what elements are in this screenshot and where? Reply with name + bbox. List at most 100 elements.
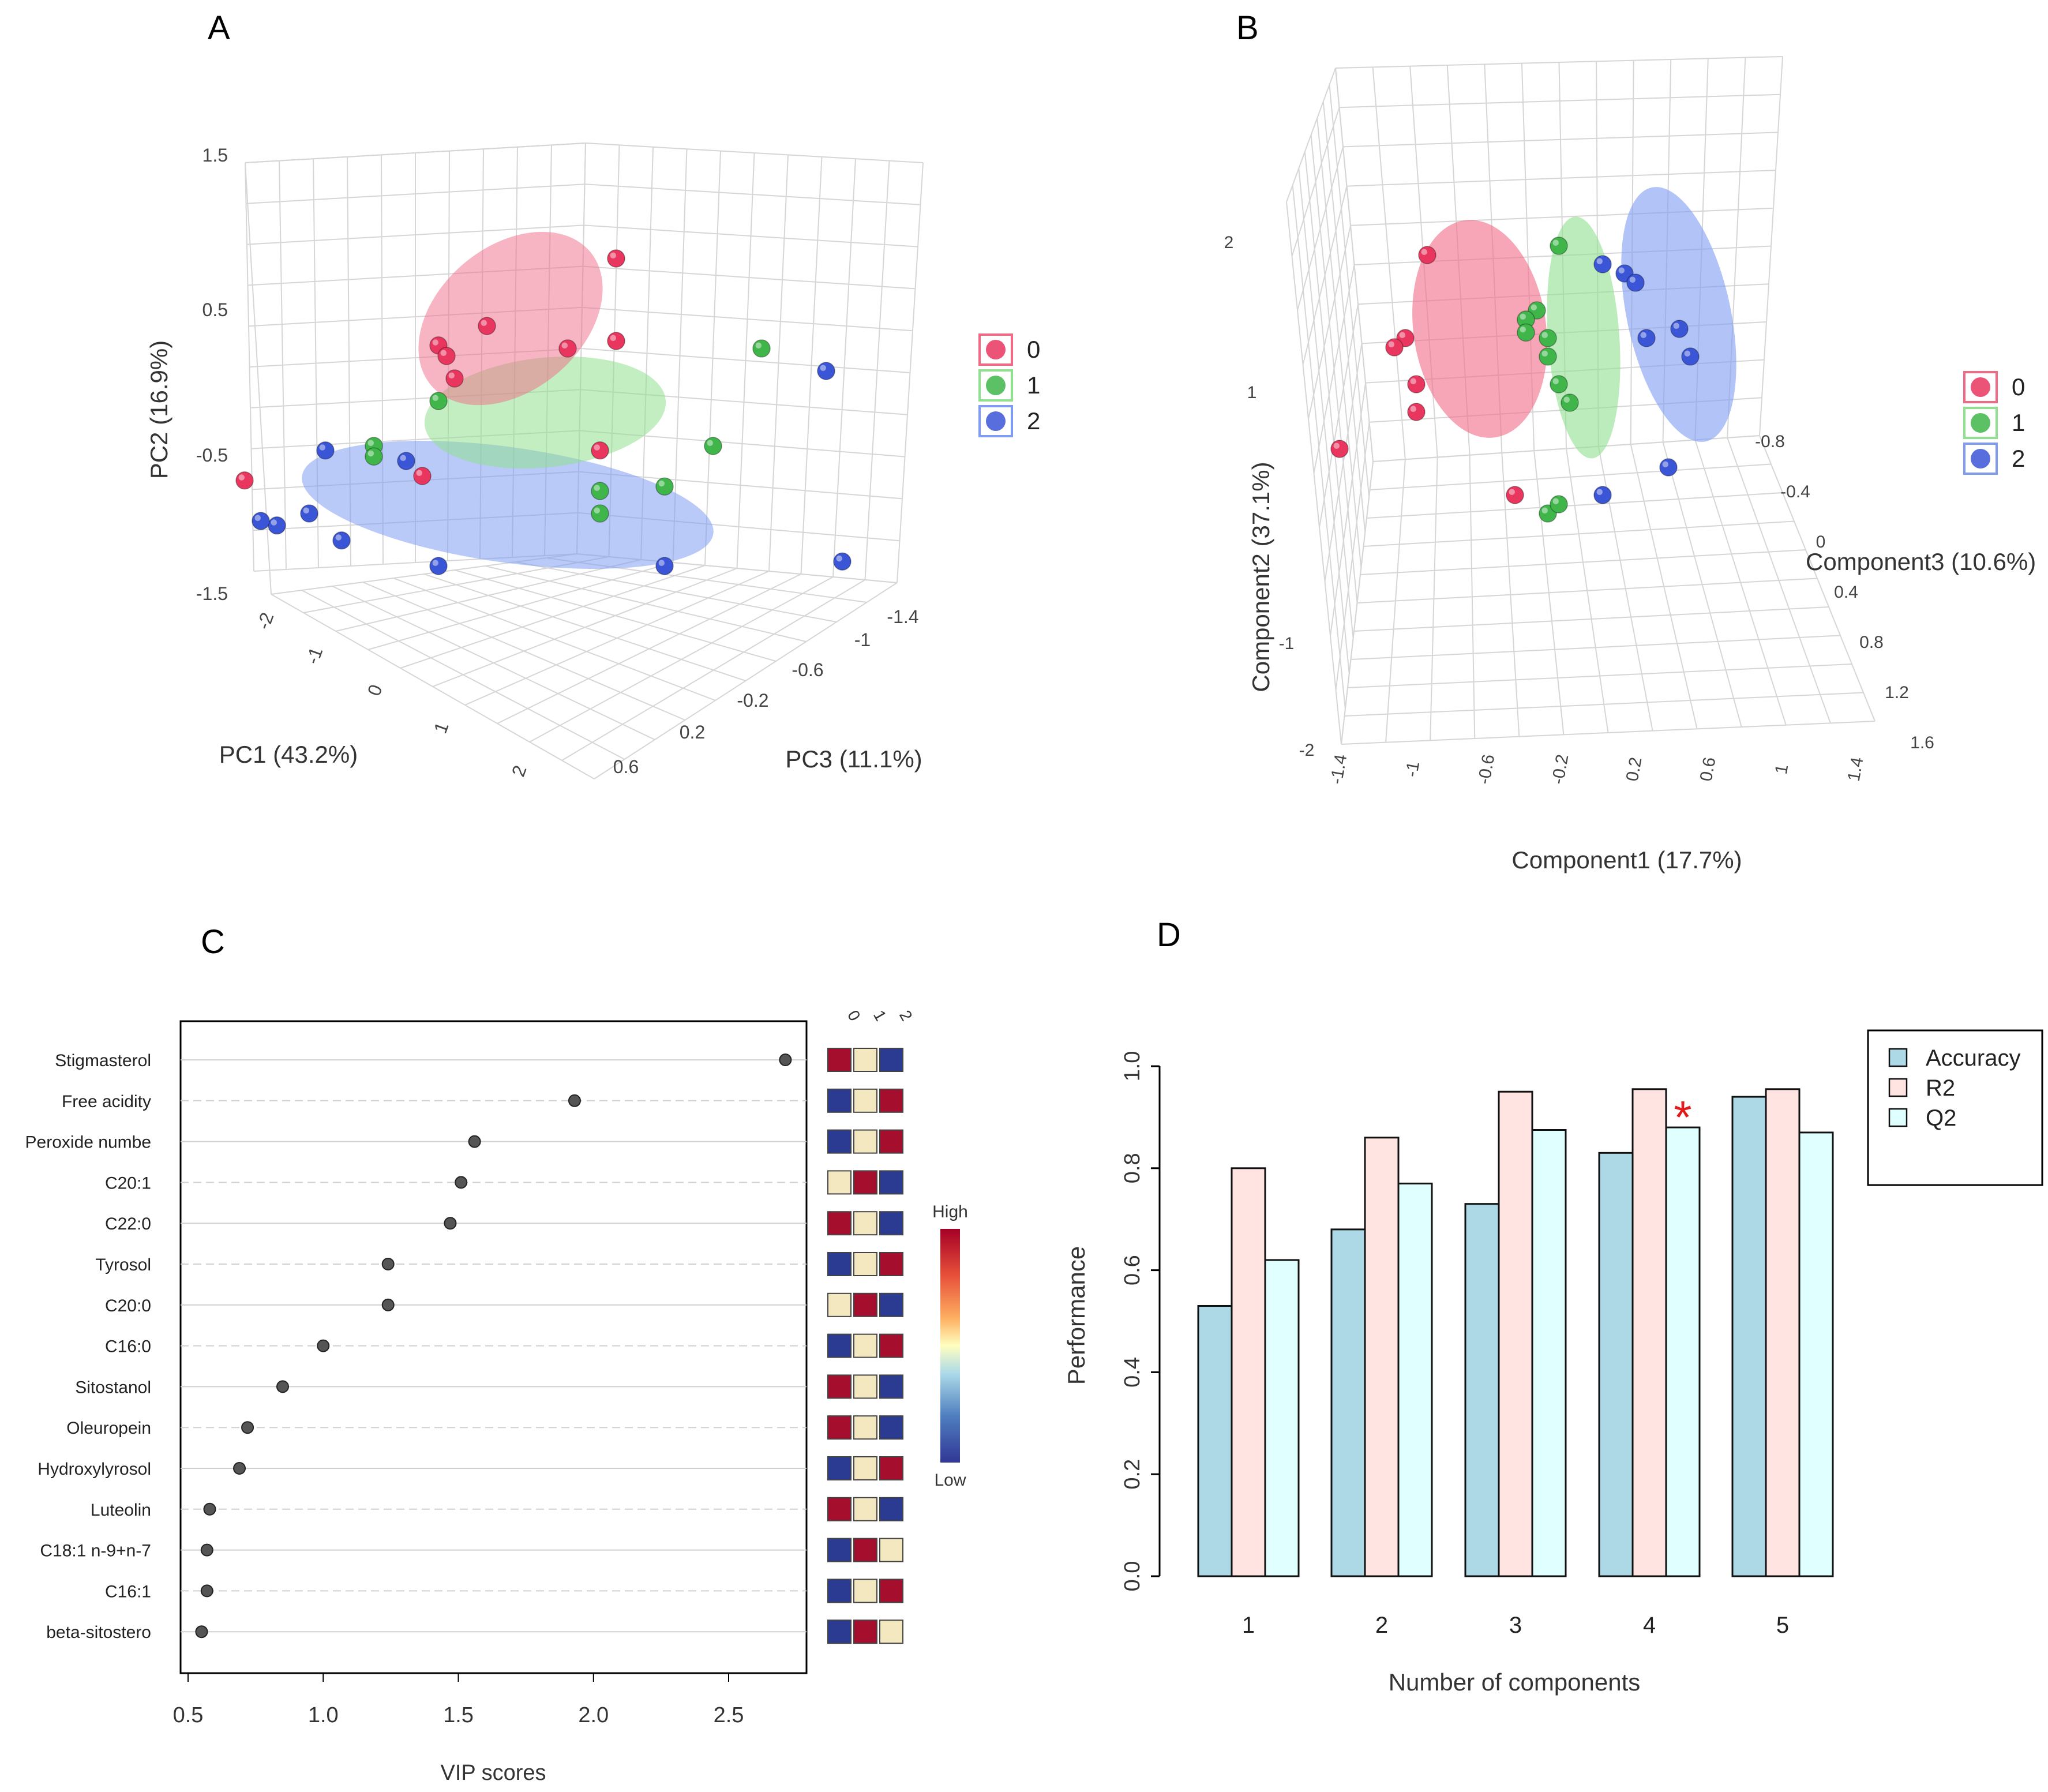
panel-a-zlabel: PC3 (11.1%) [785, 745, 922, 773]
b-point-g2-4-highlight [1673, 323, 1679, 329]
b-point-g1-0 [1550, 237, 1568, 255]
d-bar-Q2-1 [1264, 1259, 1300, 1577]
b-floor-h1 [1370, 463, 1772, 490]
c-heat-cell-14-0 [827, 1619, 852, 1644]
d-legend-label-R2: R2 [1926, 1075, 1955, 1101]
c-row-label-6: C20:0 [105, 1296, 151, 1315]
c-vip-dot-12 [200, 1543, 213, 1557]
c-vip-dot-7 [317, 1339, 330, 1352]
a-right-wall-h5 [581, 348, 910, 373]
c-heat-cell-8-2 [879, 1374, 903, 1399]
b-point-g0-1-highlight [1399, 332, 1405, 338]
b-left-wall-h5 [1313, 264, 1355, 474]
b-c1-tick-4: 0.2 [1623, 756, 1646, 783]
d-bar-R2-3 [1498, 1090, 1533, 1577]
panel-b-legend: 0 1 2 [1963, 371, 2025, 475]
b-point-g0-5 [1330, 440, 1349, 458]
d-bar-R2-4 [1631, 1088, 1667, 1577]
b-floor-h8 [1347, 663, 1852, 688]
c-vip-dot-3 [455, 1176, 468, 1189]
b-point-g1-7-highlight [1563, 396, 1570, 403]
panel-d: D 0.0 0.2 0.4 0.6 0.8 1.0 1 2 3 4 5 * Performance N… [1063, 916, 2043, 1696]
c-heat-cell-6-2 [879, 1292, 903, 1317]
c-row-label-1: Free acidity [62, 1092, 151, 1111]
c-heat-cell-3-2 [879, 1170, 903, 1195]
a-point-g1-3-highlight [367, 450, 374, 457]
d-bar-Accuracy-2 [1330, 1228, 1366, 1577]
panel-c-colorbar-high: High [932, 1202, 968, 1221]
panel-c-letter: C [201, 923, 225, 961]
c-heat-cell-9-2 [879, 1415, 903, 1440]
a-point-g1-1 [429, 392, 448, 410]
b-back-wall-h0 [1335, 56, 1783, 69]
a-back-wall-h1 [246, 183, 585, 204]
a-right-wall-h2 [583, 224, 918, 248]
d-bar-R2-5 [1765, 1088, 1801, 1577]
panel-b-letter: B [1236, 9, 1259, 47]
a-point-g0-5-highlight [440, 350, 447, 356]
b-point-g1-4 [1539, 329, 1557, 347]
c-heat-cell-5-2 [879, 1252, 903, 1276]
c-xtick-label-3: 2.0 [578, 1703, 609, 1727]
panel-b-points [1330, 237, 1700, 523]
panel-b-zlabel: Component3 (10.6%) [1806, 548, 2036, 575]
c-row-label-10: Hydroxylyrosol [37, 1460, 151, 1479]
a-point-g2-8-highlight [658, 560, 665, 566]
a-right-wall-h0 [585, 143, 924, 163]
c-heat-cell-13-1 [853, 1579, 877, 1603]
b-legend-label-0: 0 [2012, 373, 2025, 400]
a-floor-h7 [497, 573, 801, 724]
a-legend-label-0: 0 [1027, 336, 1040, 363]
c-vip-dot-8 [276, 1380, 289, 1393]
b-point-g2-7 [1593, 486, 1612, 504]
a-point-g0-7 [591, 441, 609, 460]
c-vip-dot-0 [779, 1054, 792, 1066]
a-point-g2-3 [268, 516, 286, 535]
a-floor-h3 [367, 562, 673, 650]
c-xtick-label-4: 2.5 [714, 1703, 744, 1727]
b-legend-label-1: 1 [2012, 409, 2025, 436]
b-c3-tick-6: 1.6 [1910, 733, 1934, 752]
c-row-label-14: beta-sitostero [46, 1623, 151, 1642]
panel-a: A 1.5 0.5 -0.5 -1.5 -2 -1 0 1 2 -1.4 -1 -0.6 -0.2 0.2… [145, 9, 1040, 779]
b-legend-dot-1 [1971, 413, 1990, 433]
b-back-wall-h4 [1350, 207, 1774, 226]
b-left-wall-h7 [1324, 343, 1363, 582]
b-point-g2-2-highlight [1629, 276, 1636, 283]
a-back-wall-h2 [246, 224, 584, 245]
b-back-wall-h2 [1342, 132, 1779, 148]
c-vip-dot-10 [233, 1462, 246, 1475]
b-point-g1-8-highlight [1541, 507, 1548, 513]
b-point-g2-0 [1593, 255, 1612, 273]
c-xtick-label-2: 1.5 [443, 1703, 474, 1727]
c-row-label-8: Sitostanol [75, 1378, 151, 1397]
c-vip-dot-11 [203, 1502, 216, 1516]
b-c3-tick-1: -0.4 [1780, 482, 1810, 501]
b-point-g2-7-highlight [1596, 489, 1603, 495]
b-point-g0-3 [1407, 375, 1426, 393]
a-pc2-tick-2: -0.5 [196, 445, 228, 466]
b-point-g0-5-highlight [1333, 443, 1340, 449]
b-c1-tick-6: 1 [1772, 763, 1792, 775]
c-heat-cell-11-2 [879, 1497, 903, 1521]
c-row-label-0: Stigmasterol [55, 1051, 151, 1070]
b-legend-dot-2 [1971, 449, 1990, 468]
a-point-g0-2-highlight [561, 342, 568, 348]
b-point-g1-1-highlight [1531, 304, 1537, 310]
c-heat-cell-10-2 [879, 1456, 903, 1480]
b-point-g2-6-highlight [1662, 461, 1668, 467]
d-best-marker: * [1674, 1092, 1691, 1143]
panel-d-letter: D [1157, 916, 1181, 954]
b-left-wall-h2 [1297, 147, 1344, 311]
a-point-g1-7 [591, 504, 609, 523]
panel-c: C Stigmasterol Free acidity Peroxide numbe… [25, 923, 968, 1785]
a-point-g2-5 [332, 531, 351, 550]
d-bar-Q2-5 [1798, 1131, 1834, 1577]
c-row-label-3: C20:1 [105, 1174, 151, 1193]
b-point-g2-1-highlight [1618, 267, 1625, 273]
a-point-g1-5-highlight [594, 485, 600, 491]
b-c3-tick-0: -0.8 [1755, 432, 1785, 451]
d-xtick-label-2: 2 [1375, 1613, 1388, 1638]
